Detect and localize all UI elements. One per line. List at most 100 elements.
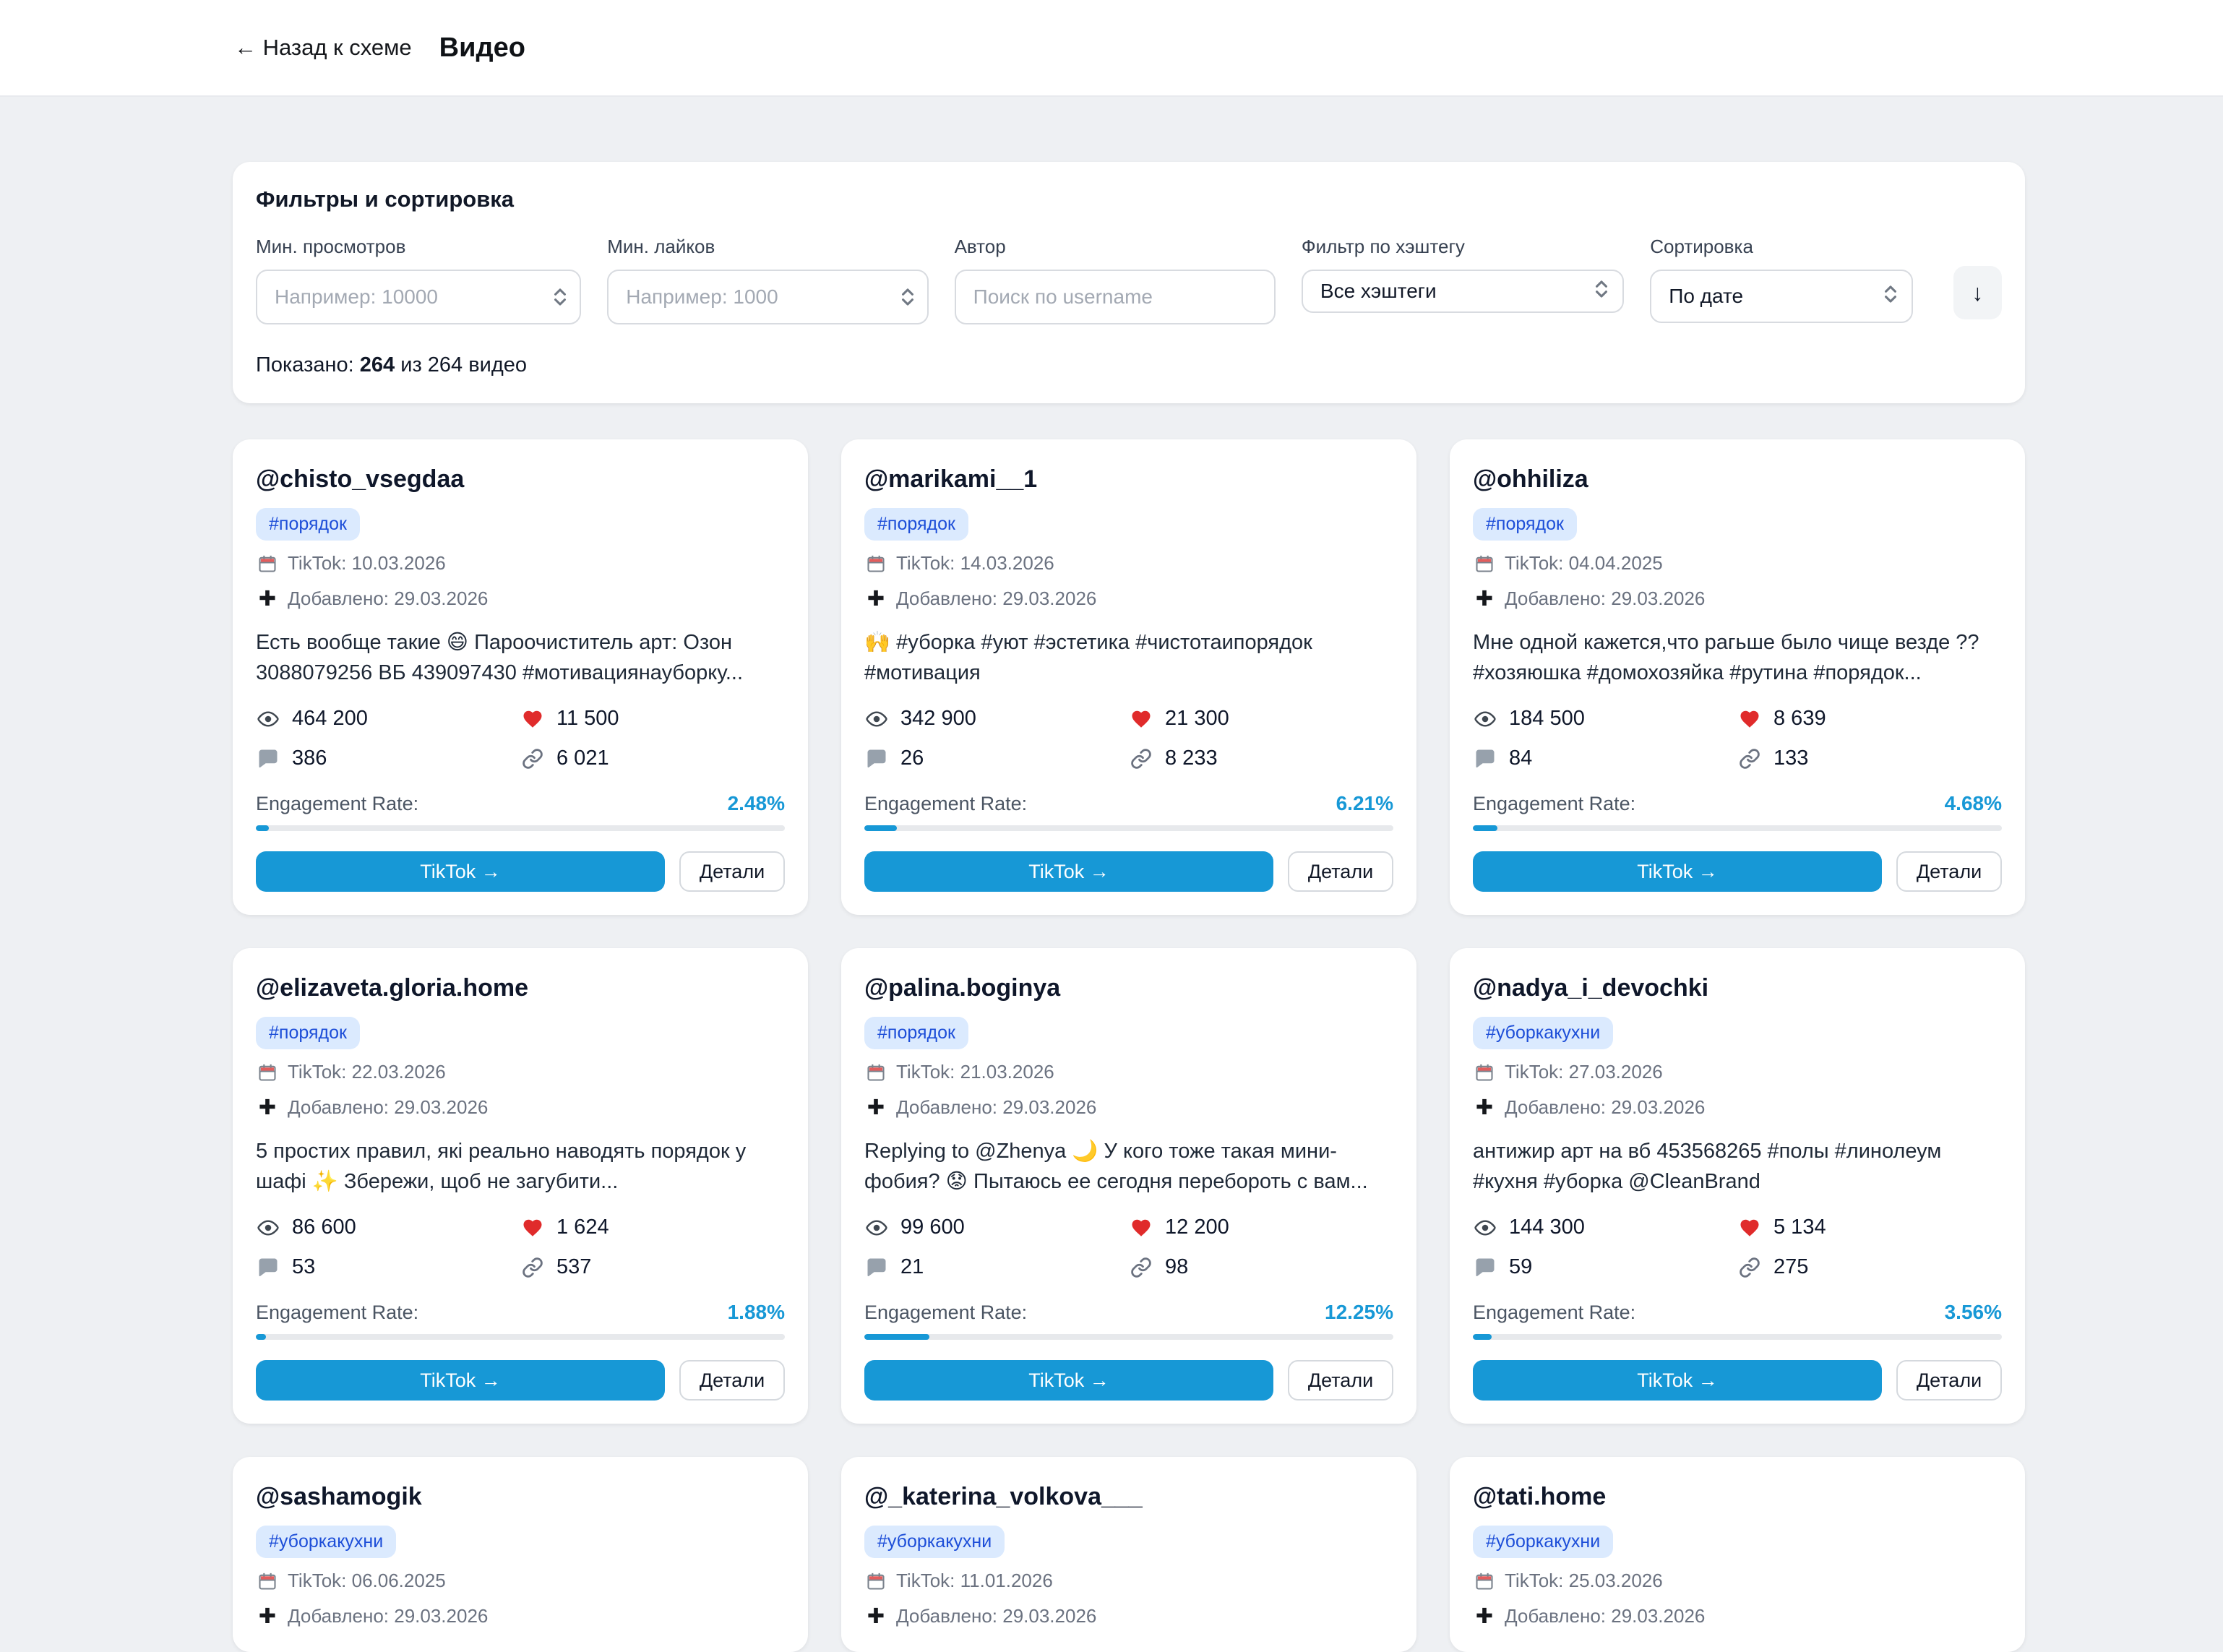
engagement-label: Engagement Rate: xyxy=(1473,1301,1636,1323)
added-date: 29.03.2026 xyxy=(1611,588,1706,609)
filters-title: Фильтры и сортировка xyxy=(256,186,515,212)
plus-icon: ✚ xyxy=(258,1096,277,1119)
comments-count: 53 xyxy=(292,1255,316,1278)
video-stats: 144 300 5 134 59 xyxy=(1473,1216,2002,1279)
views-count: 144 300 xyxy=(1509,1216,1585,1239)
engagement-value: 6.21% xyxy=(1336,792,1393,814)
added-date: 29.03.2026 xyxy=(1002,588,1097,609)
hashtag-select[interactable]: Все хэштеги xyxy=(1301,270,1625,313)
video-card: @marikami__1 #порядок TikTok: 14.03.2026… xyxy=(841,439,1416,915)
link-icon xyxy=(520,748,545,770)
tiktok-date: 04.04.2025 xyxy=(1568,552,1663,574)
shares-stat: 8 233 xyxy=(1129,747,1393,770)
eye-icon xyxy=(256,707,280,731)
hashtag-badge[interactable]: #порядок xyxy=(256,508,360,541)
plus-icon: ✚ xyxy=(1475,588,1494,611)
hashtag-badge[interactable]: #уборкакухни xyxy=(864,1526,1005,1558)
details-button[interactable]: Детали xyxy=(1288,851,1393,892)
video-stats: 86 600 1 624 53 xyxy=(256,1216,785,1279)
link-icon xyxy=(1129,1257,1153,1278)
calendar-icon xyxy=(864,554,887,574)
tiktok-button[interactable]: TikTok → xyxy=(256,851,665,892)
video-card: @_katerina_volkova___ #уборкакухни TikTo… xyxy=(841,1457,1416,1652)
sort-label: Сортировка xyxy=(1650,236,1753,257)
hashtag-badge[interactable]: #порядок xyxy=(1473,508,1577,541)
chevron-up-down-icon[interactable] xyxy=(552,286,568,308)
engagement-bar xyxy=(1473,825,2002,831)
hashtag-badge[interactable]: #уборкакухни xyxy=(1473,1526,1614,1558)
tiktok-date-row: TikTok: 27.03.2026 xyxy=(1473,1061,2002,1083)
calendar-icon xyxy=(864,1062,887,1083)
calendar-icon xyxy=(1473,1062,1496,1083)
comment-icon xyxy=(256,748,280,770)
tiktok-button[interactable]: TikTok → xyxy=(1473,1360,1882,1401)
likes-stat: 21 300 xyxy=(1129,707,1393,731)
video-description: 5 простих правил, які реально наводять п… xyxy=(256,1140,747,1193)
tiktok-date: 22.03.2026 xyxy=(351,1061,446,1083)
comments-count: 386 xyxy=(292,747,327,770)
link-icon xyxy=(520,1257,545,1278)
video-author: @palina.boginya xyxy=(864,974,1061,1002)
chevron-up-down-icon[interactable] xyxy=(900,286,916,308)
tiktok-button[interactable]: TikTok → xyxy=(1473,851,1882,892)
sort-direction-button[interactable]: ↓ xyxy=(1953,266,2002,319)
likes-stat: 11 500 xyxy=(520,707,785,731)
likes-count: 11 500 xyxy=(556,707,619,730)
shares-stat: 133 xyxy=(1737,747,2002,770)
shares-count: 6 021 xyxy=(556,747,609,770)
added-date: 29.03.2026 xyxy=(1002,1096,1097,1118)
tiktok-date: 06.06.2025 xyxy=(351,1570,446,1591)
tiktok-date-row: TikTok: 22.03.2026 xyxy=(256,1061,785,1083)
video-description: Есть вообще такие 😄 Пароочиститель арт: … xyxy=(256,631,744,684)
engagement-label: Engagement Rate: xyxy=(864,792,1028,814)
comments-count: 84 xyxy=(1509,747,1533,770)
engagement-bar-fill xyxy=(256,825,270,831)
eye-icon xyxy=(864,707,889,731)
hashtag-badge[interactable]: #порядок xyxy=(864,508,968,541)
hashtag-badge[interactable]: #порядок xyxy=(256,1017,360,1049)
min-likes-input[interactable] xyxy=(607,270,929,324)
added-date-row: ✚ Добавлено: 29.03.2026 xyxy=(1473,1095,2002,1120)
added-date-row: ✚ Добавлено: 29.03.2026 xyxy=(1473,1604,2002,1629)
engagement-label: Engagement Rate: xyxy=(864,1301,1028,1323)
link-icon xyxy=(1737,1257,1762,1278)
shares-count: 133 xyxy=(1773,747,1809,770)
details-button[interactable]: Детали xyxy=(1896,851,2002,892)
video-card: @elizaveta.gloria.home #порядок TikTok: … xyxy=(233,948,808,1424)
tiktok-button[interactable]: TikTok → xyxy=(864,1360,1273,1401)
views-stat: 184 500 xyxy=(1473,707,1737,731)
min-views-input[interactable] xyxy=(256,270,582,324)
back-link[interactable]: ← Назад к схеме xyxy=(234,35,412,60)
engagement-label: Engagement Rate: xyxy=(256,1301,419,1323)
hashtag-badge[interactable]: #уборкакухни xyxy=(1473,1017,1614,1049)
author-search-input[interactable] xyxy=(954,270,1276,324)
tiktok-date-row: TikTok: 04.04.2025 xyxy=(1473,552,2002,575)
details-button[interactable]: Детали xyxy=(679,1360,785,1401)
details-button[interactable]: Детали xyxy=(1288,1360,1393,1401)
eye-icon xyxy=(256,1216,280,1239)
engagement-value: 1.88% xyxy=(727,1301,785,1323)
tiktok-button[interactable]: TikTok → xyxy=(256,1360,665,1401)
video-author: @marikami__1 xyxy=(864,465,1038,493)
calendar-icon xyxy=(256,1062,279,1083)
details-button[interactable]: Детали xyxy=(679,851,785,892)
sort-select[interactable]: По дате xyxy=(1650,270,1913,323)
hashtag-badge[interactable]: #порядок xyxy=(864,1017,968,1049)
main-content: Фильтры и сортировка Мин. просмотров Мин… xyxy=(233,162,2025,1652)
video-stats: 99 600 12 200 21 xyxy=(864,1216,1393,1279)
views-count: 184 500 xyxy=(1509,707,1585,730)
added-date: 29.03.2026 xyxy=(394,1605,489,1627)
views-stat: 464 200 xyxy=(256,707,520,731)
tiktok-date-row: TikTok: 11.01.2026 xyxy=(864,1570,1393,1592)
comment-icon xyxy=(1473,748,1497,770)
engagement-bar-fill xyxy=(864,1334,929,1340)
comment-icon xyxy=(864,1257,889,1278)
details-button[interactable]: Детали xyxy=(1896,1360,2002,1401)
engagement-bar xyxy=(864,825,1393,831)
hashtag-badge[interactable]: #уборкакухни xyxy=(256,1526,397,1558)
video-author: @elizaveta.gloria.home xyxy=(256,974,529,1002)
tiktok-button[interactable]: TikTok → xyxy=(864,851,1273,892)
likes-count: 5 134 xyxy=(1773,1216,1826,1239)
heart-icon xyxy=(520,1217,545,1239)
chevron-up-down-icon xyxy=(1594,278,1609,305)
